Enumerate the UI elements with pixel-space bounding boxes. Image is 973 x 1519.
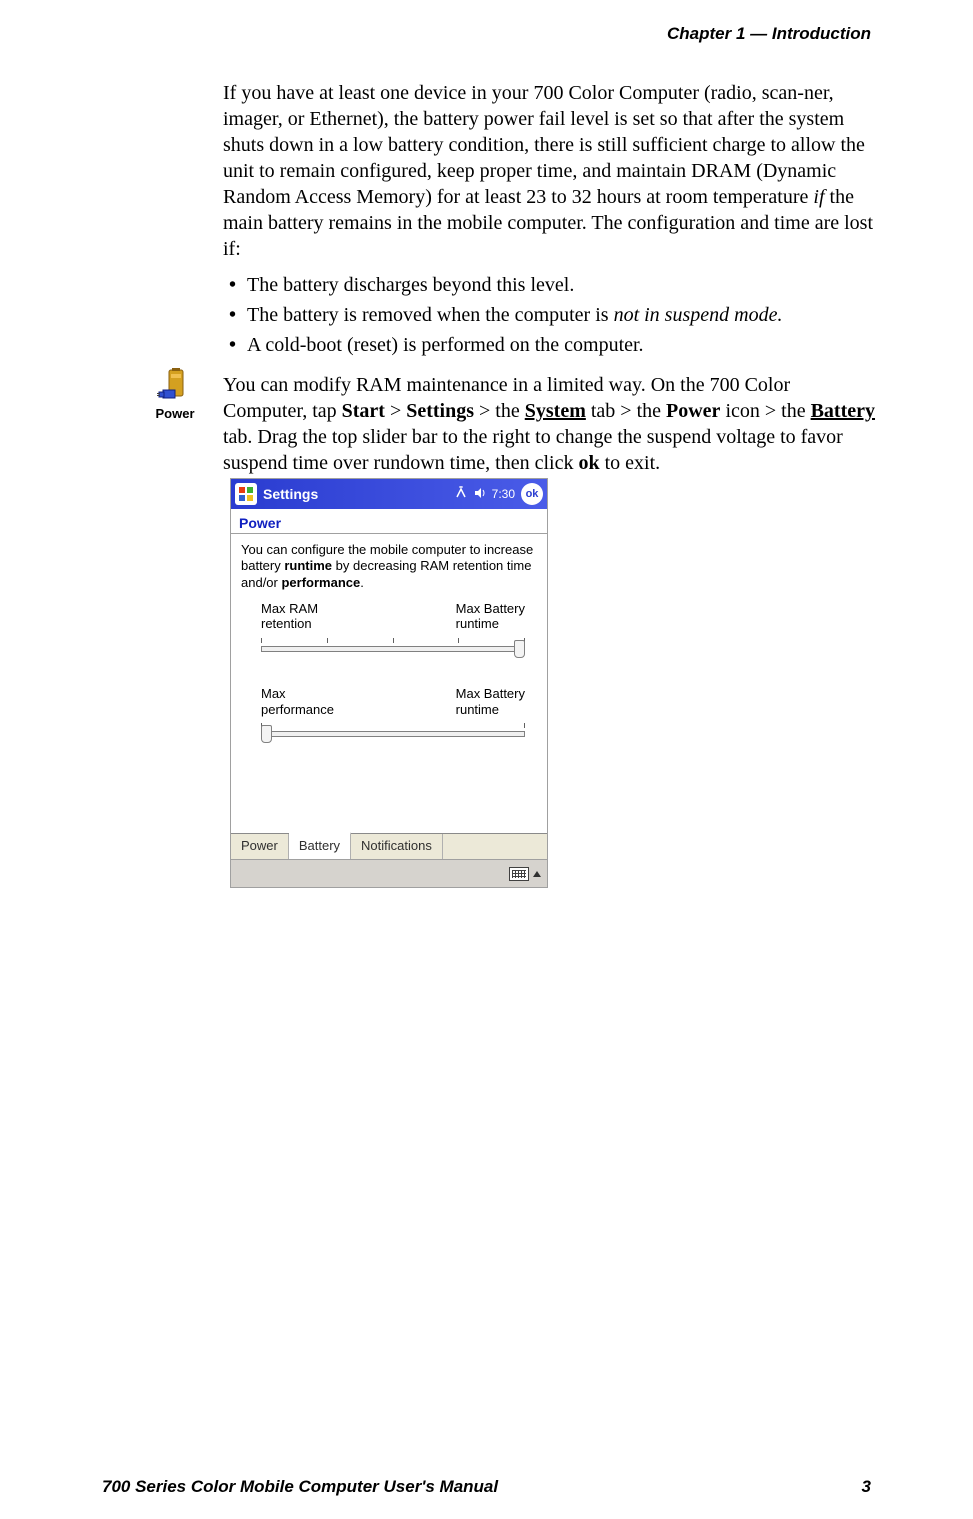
connectivity-icon[interactable] [454, 486, 468, 503]
slider-ram-left: Max RAM retention [261, 601, 318, 632]
slider-perf-labels: Max performance Max Battery runtime [261, 686, 525, 717]
bullet-marker: • [229, 300, 247, 330]
config-description: You can configure the mobile computer to… [231, 534, 547, 595]
tab-notifications[interactable]: Notifications [351, 834, 443, 859]
slider-perf-track[interactable] [261, 723, 525, 743]
p2-g2: > the [474, 400, 525, 422]
bullet-marker: • [229, 270, 247, 300]
label: Max Battery [456, 601, 525, 617]
desc-runtime: runtime [284, 558, 332, 573]
p2-g4: icon > the [720, 400, 810, 422]
bullet-1: • The battery discharges beyond this lev… [229, 270, 878, 300]
p2-g6: to exit. [600, 452, 661, 474]
main-content: If you have at least one device in your … [223, 80, 878, 476]
bullet-1-text: The battery discharges beyond this level… [247, 270, 574, 300]
chapter-title: Introduction [767, 24, 871, 43]
intro-paragraph: If you have at least one device in your … [223, 80, 878, 262]
titlebar-status: 7:30 ok [454, 483, 543, 505]
titlebar-text: Settings [263, 486, 454, 502]
instruction-paragraph: You can modify RAM maintenance in a limi… [223, 372, 878, 476]
p2-start: Start [342, 400, 385, 422]
titlebar: Settings 7:30 ok [231, 479, 547, 509]
para1-pre: If you have at least one device in your … [223, 82, 865, 208]
bullet-3-text: A cold-boot (reset) is performed on the … [247, 330, 644, 360]
para1-if: if [813, 186, 824, 208]
arrow-up-icon[interactable] [533, 871, 541, 877]
device-screenshot: Settings 7:30 ok Power You can configure… [230, 478, 548, 888]
chapter-label: Chapter 1 — [667, 24, 767, 43]
p2-ok: ok [578, 452, 599, 474]
slider-ram-labels: Max RAM retention Max Battery runtime [261, 601, 525, 632]
page-footer: 700 Series Color Mobile Computer User's … [102, 1477, 871, 1497]
bullet-2: • The battery is removed when the comput… [229, 300, 878, 330]
label: Max Battery [456, 686, 525, 702]
keyboard-icon[interactable] [509, 867, 529, 881]
clock-time: 7:30 [492, 487, 515, 501]
power-icon [155, 368, 195, 404]
label: performance [261, 702, 334, 718]
slider-ram-right: Max Battery runtime [456, 601, 525, 632]
p2-g3: tab > the [586, 400, 666, 422]
slider-ram-thumb[interactable] [514, 640, 525, 658]
slider-perf-left: Max performance [261, 686, 334, 717]
p2-power: Power [666, 400, 720, 422]
label: runtime [456, 702, 525, 718]
p2-settings: Settings [406, 400, 474, 422]
start-flag-icon[interactable] [235, 483, 257, 505]
bullet-2-pre: The battery is removed when the computer… [247, 304, 614, 326]
section-title: Power [231, 509, 547, 534]
desc-performance: performance [281, 575, 360, 590]
desc-post: . [360, 575, 364, 590]
label: Max [261, 686, 334, 702]
slider-perf: Max performance Max Battery runtime [231, 680, 547, 743]
bullet-2-text: The battery is removed when the computer… [247, 300, 782, 330]
footer-page: 3 [862, 1477, 871, 1497]
page-header: Chapter 1 — Introduction [667, 24, 871, 44]
slider-perf-thumb[interactable] [261, 725, 272, 743]
p2-g1: > [385, 400, 406, 422]
bullet-3: • A cold-boot (reset) is performed on th… [229, 330, 878, 360]
power-icon-wrap: Power [148, 368, 202, 421]
p2-g5: tab. Drag the top slider bar to the righ… [223, 426, 843, 474]
bullet-marker: • [229, 330, 247, 360]
bullet-list: • The battery discharges beyond this lev… [223, 270, 878, 360]
power-icon-label: Power [148, 406, 202, 421]
footer-title: 700 Series Color Mobile Computer User's … [102, 1477, 498, 1497]
tab-power[interactable]: Power [231, 834, 289, 859]
slider-ram: Max RAM retention Max Battery runtime [231, 595, 547, 658]
slider-perf-right: Max Battery runtime [456, 686, 525, 717]
bullet-2-italic: not in suspend mode. [614, 304, 783, 326]
tab-battery[interactable]: Battery [289, 832, 351, 859]
ok-button[interactable]: ok [521, 483, 543, 505]
label: runtime [456, 616, 525, 632]
label: retention [261, 616, 318, 632]
tabs: Power Battery Notifications [231, 833, 547, 859]
speaker-icon[interactable] [474, 487, 486, 502]
bottom-bar [231, 859, 547, 887]
slider-ram-track[interactable] [261, 638, 525, 658]
p2-system: System [525, 400, 586, 422]
label: Max RAM [261, 601, 318, 617]
p2-battery: Battery [811, 400, 875, 422]
